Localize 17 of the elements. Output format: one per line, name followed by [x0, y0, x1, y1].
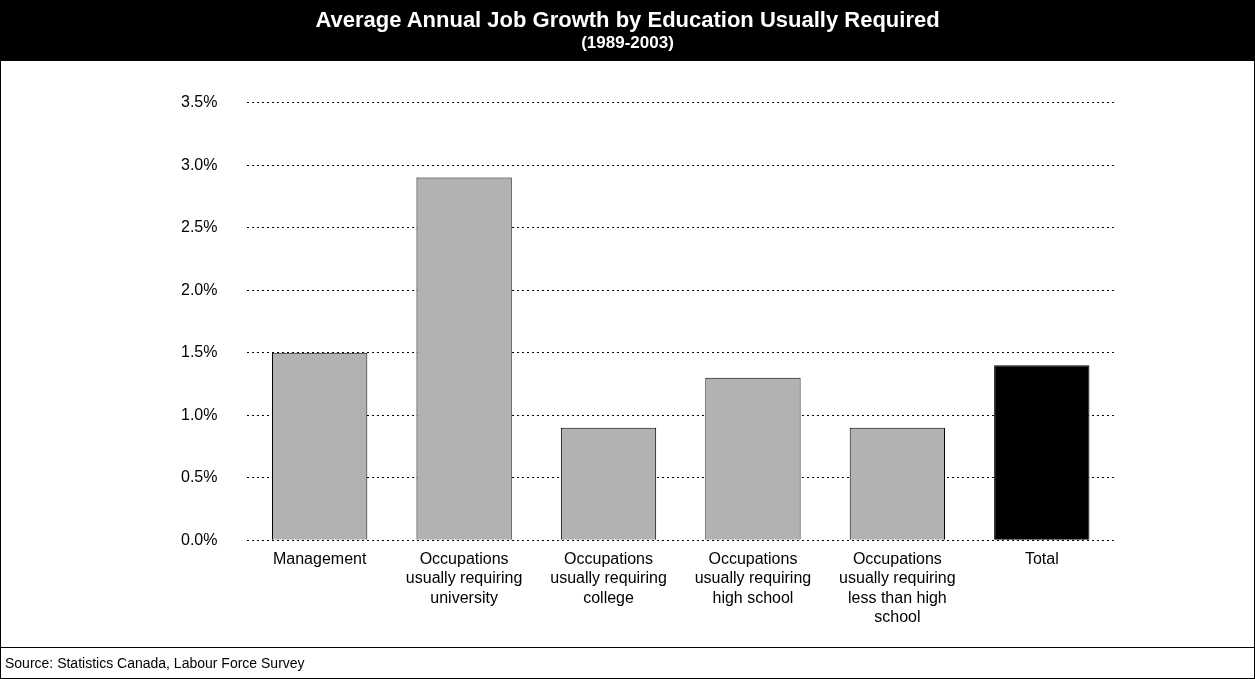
y-tick-label: 2.0% — [181, 280, 218, 298]
chart-subtitle: (1989-2003) — [580, 33, 675, 53]
y-tick-label: 1.5% — [181, 343, 218, 361]
y-tick-label: 0.5% — [181, 468, 218, 486]
chart-title: Average Annual Job Growth by Education Usually Required — [314, 6, 941, 33]
x-tick-label: Occupations usually requiring college — [550, 550, 667, 606]
y-tick-label: 1.0% — [181, 405, 218, 423]
y-tick-label: 3.5% — [181, 93, 218, 111]
y-tick-label: 0.0% — [181, 530, 218, 548]
x-tick-label: Total — [1024, 550, 1059, 568]
source-note: Source: Statistics Canada, Labour Force Survey — [1, 647, 1254, 678]
x-tick-label: Management — [272, 550, 367, 568]
x-tick-label: Occupations usually requiring university — [405, 550, 523, 606]
y-tick-label: 2.5% — [181, 218, 218, 236]
x-tick-label: Occupations usually requiring less than high school — [839, 550, 956, 625]
y-tick-label: 3.0% — [181, 155, 218, 173]
x-tick-label: Occupations usually requiring high school — [694, 550, 812, 606]
